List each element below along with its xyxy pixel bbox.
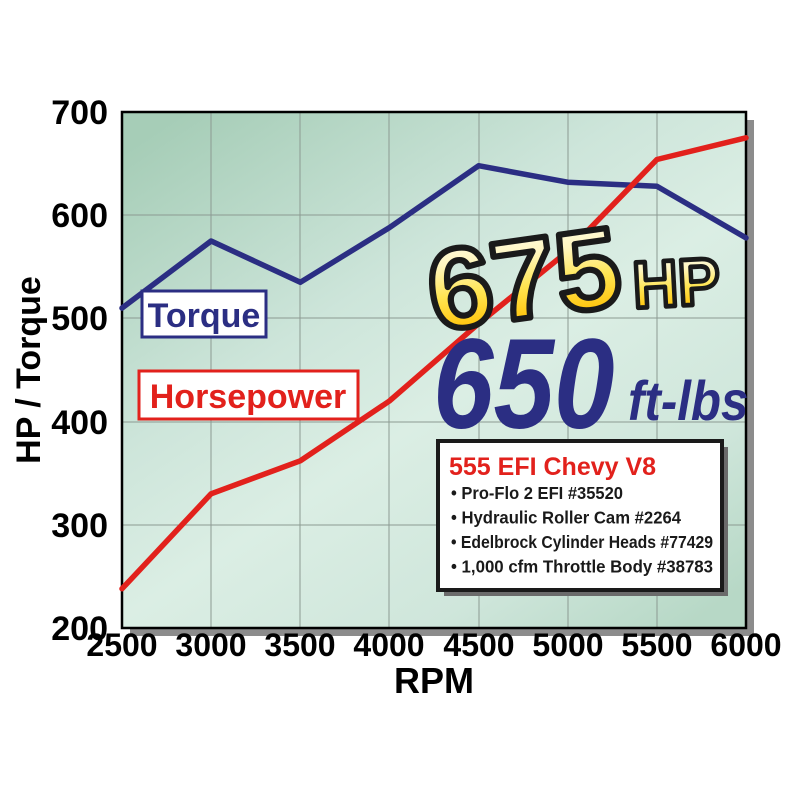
svg-text:• Hydraulic Roller Cam #2264: • Hydraulic Roller Cam #2264 xyxy=(451,508,681,528)
svg-text:555 EFI Chevy V8: 555 EFI Chevy V8 xyxy=(449,453,656,481)
svg-text:3500: 3500 xyxy=(264,627,335,663)
svg-text:5000: 5000 xyxy=(532,627,603,663)
svg-text:HP: HP xyxy=(631,244,722,322)
svg-text:3000: 3000 xyxy=(175,627,246,663)
svg-text:HP / Torque: HP / Torque xyxy=(10,276,48,464)
svg-text:Torque: Torque xyxy=(148,297,261,335)
svg-text:650: 650 xyxy=(433,313,614,456)
svg-text:Horsepower: Horsepower xyxy=(150,378,347,416)
svg-text:• Pro-Flo 2 EFI #35520: • Pro-Flo 2 EFI #35520 xyxy=(451,483,623,503)
svg-text:2500: 2500 xyxy=(86,627,157,663)
svg-text:300: 300 xyxy=(51,507,108,545)
svg-text:ft-lbs: ft-lbs xyxy=(628,370,748,433)
svg-text:• Edelbrock Cylinder Heads #7: • Edelbrock Cylinder Heads #77429 xyxy=(451,532,713,552)
svg-text:5500: 5500 xyxy=(621,627,692,663)
svg-text:• 1,000 cfm Throttle Body #38: • 1,000 cfm Throttle Body #38783 xyxy=(451,557,713,577)
svg-text:6000: 6000 xyxy=(710,627,781,663)
svg-text:400: 400 xyxy=(51,404,108,442)
svg-text:600: 600 xyxy=(51,197,108,235)
svg-text:4000: 4000 xyxy=(353,627,424,663)
svg-text:RPM: RPM xyxy=(394,660,474,701)
svg-text:4500: 4500 xyxy=(443,627,514,663)
svg-text:700: 700 xyxy=(51,94,108,132)
svg-text:500: 500 xyxy=(51,300,108,338)
